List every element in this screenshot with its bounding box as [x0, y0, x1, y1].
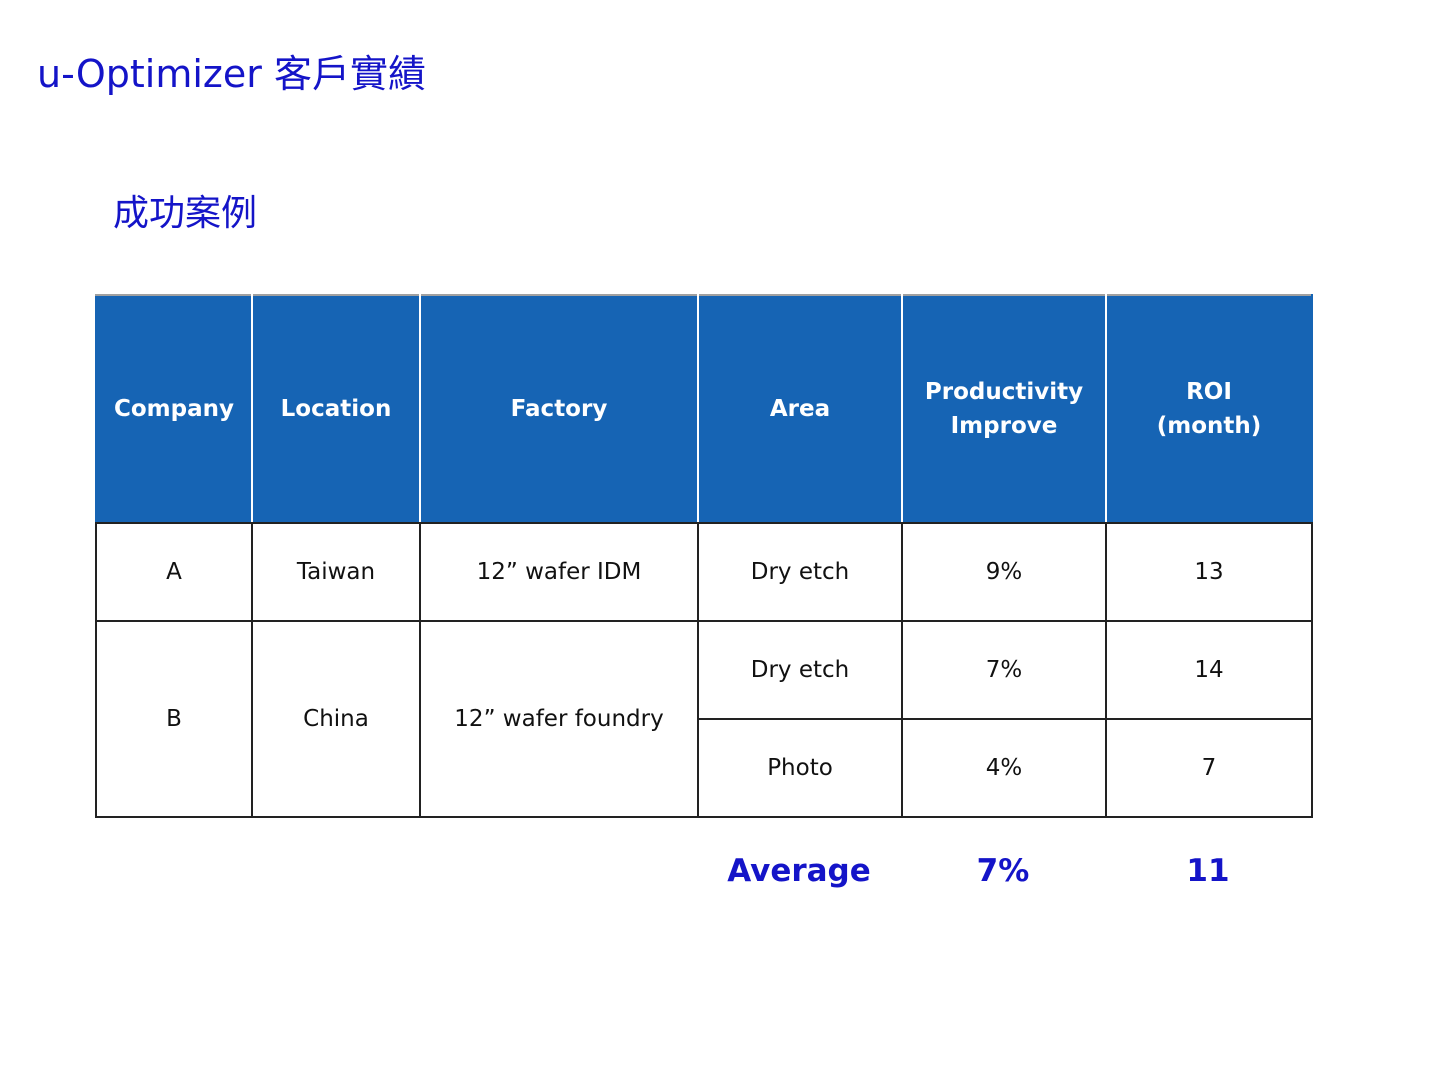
- header-roi: ROI (month): [1105, 294, 1313, 524]
- header-company: Company: [95, 294, 253, 524]
- average-roi: 11: [1186, 853, 1230, 889]
- header-productivity-line1: Productivity: [924, 378, 1084, 405]
- cell-area: Dry etch: [697, 620, 903, 720]
- average-label: Average: [727, 853, 871, 889]
- table-header-row: Company Location Factory Area Productivi…: [95, 294, 1313, 524]
- header-area: Area: [697, 294, 903, 524]
- cell-company: B: [95, 620, 253, 818]
- cell-factory: 12” wafer foundry: [419, 620, 699, 818]
- slide-title: u-Optimizer 客戶實績: [37, 52, 426, 96]
- cell-productivity: 4%: [901, 718, 1107, 818]
- table-row: A Taiwan 12” wafer IDM Dry etch 9% 13: [95, 522, 1313, 622]
- table-row: Photo 4% 7: [96, 718, 1313, 818]
- cell-area: Dry etch: [697, 522, 903, 622]
- cell-area: Photo: [697, 718, 903, 818]
- cell-factory: 12” wafer IDM: [419, 522, 699, 622]
- header-productivity: Productivity Improve: [901, 294, 1107, 524]
- header-productivity-line2: Improve: [950, 413, 1058, 439]
- cell-location: Taiwan: [251, 522, 421, 622]
- results-table: Company Location Factory Area Productivi…: [95, 294, 1313, 818]
- cell-roi: 14: [1105, 620, 1313, 720]
- cell-productivity: 9%: [901, 522, 1107, 622]
- cell-company: A: [95, 522, 253, 622]
- average-productivity: 7%: [976, 853, 1030, 889]
- cell-roi: 13: [1105, 522, 1313, 622]
- header-roi-line2: (month): [1156, 413, 1262, 439]
- table-row: B China 12” wafer foundry Dry etch 7% 14: [95, 620, 1313, 818]
- header-roi-line1: ROI: [1186, 378, 1232, 405]
- cell-roi: 7: [1105, 718, 1313, 818]
- header-location: Location: [251, 294, 421, 524]
- cell-productivity: 7%: [901, 620, 1107, 720]
- section-title: 成功案例: [113, 193, 258, 234]
- cell-location: China: [251, 620, 421, 818]
- header-factory: Factory: [419, 294, 699, 524]
